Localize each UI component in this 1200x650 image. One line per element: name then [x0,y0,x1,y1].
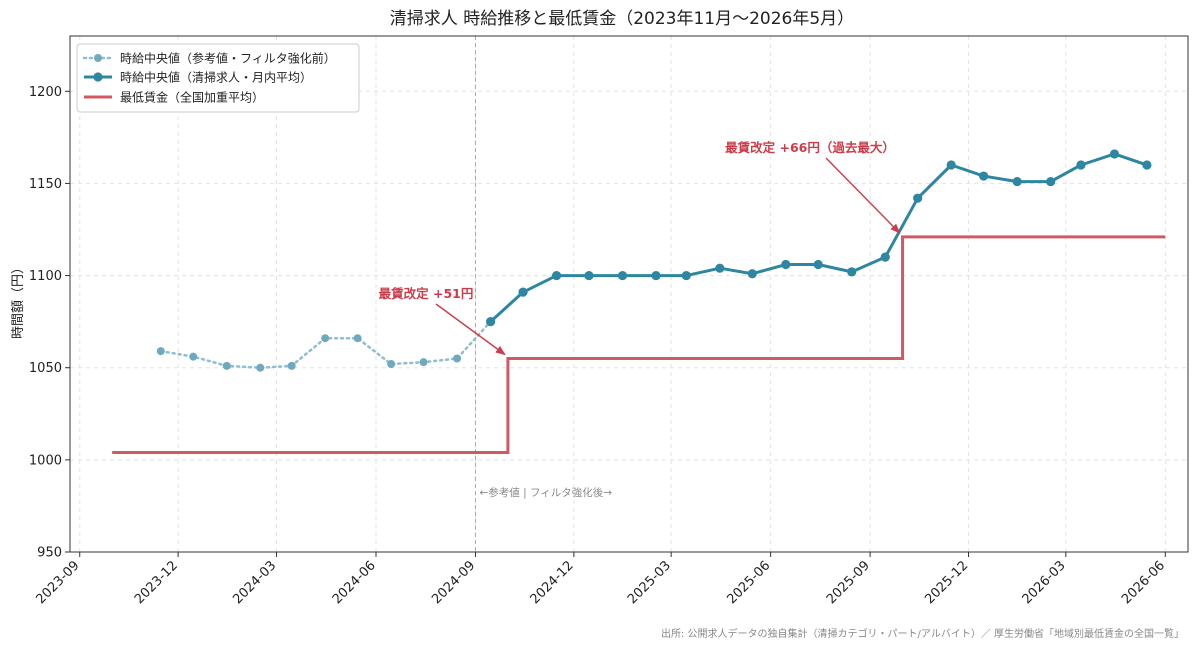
series-reference-point [189,352,198,361]
legend-entry: 時給中央値（清掃求人・月内平均） [120,70,312,85]
series-reference-point [321,334,330,343]
chart-title: 清掃求人 時給推移と最低賃金（2023年11月〜2026年5月） [390,9,854,29]
series-main-point [747,269,757,279]
y-axis-label: 時間額（円） [11,261,26,339]
series-main-point [781,259,791,270]
x-tick-label: 2023-09 [34,558,83,607]
x-tick-label: 2024-03 [230,558,279,607]
series-main-point [681,270,691,281]
y-tick-label: 1000 [29,453,62,468]
y-tick-label: 1150 [29,177,62,192]
series-main-point [518,287,528,297]
series-reference-point [287,361,296,370]
series-main-point [1109,149,1120,159]
axes: 950 1000 1050 1100 1150 1200 2023-09 2023-12 202… [29,35,1189,607]
y-tick-label: 1100 [29,269,62,284]
series-main-point [617,270,628,281]
legend: 時給中央値（参考値・フィルタ強化前） 時給中央値（清掃求人・月内平均） 最低賃金（全… [76,43,360,113]
legend-box [76,43,360,113]
series-main-point [813,259,823,270]
annotations: 最賃改定 +51円 最賃改定 +66円（過去最大） [379,140,901,356]
x-tick-label: 2025-09 [824,558,873,607]
x-tick-label: 2025-06 [724,558,773,607]
legend-entry: 最低賃金（全国加重平均） [120,90,264,105]
y-tick-label: 1050 [29,361,62,376]
series-reference-point [156,347,165,356]
reference-line: ←参考値 | フィルタ強化後→ [474,36,612,552]
series-main-point [651,270,661,281]
x-tick-label: 2026-03 [1020,558,1069,607]
series-main-point [913,193,923,203]
x-tick-label: 2025-03 [625,558,674,607]
legend-marker-main [93,72,103,82]
series-main-point [715,263,725,273]
series-main-point [1046,176,1056,187]
series-reference-line [159,320,492,369]
series-main-point [979,171,989,181]
annotation-min-wage-2025-arrow [825,157,901,234]
x-tick-label: 2025-12 [922,558,971,607]
series-main-point [486,317,496,327]
legend-marker-reference [94,54,102,62]
series-main-point [551,270,562,281]
x-tick-label: 2023-12 [132,558,181,607]
x-tick-label: 2026-06 [1119,558,1168,607]
x-tick-label: 2024-12 [528,558,577,607]
legend-entry: 時給中央値（参考値・フィルタ強化前） [120,51,336,66]
series-min-wage-line [112,235,1166,454]
y-tick-label: 950 [37,546,62,561]
series-reference-point [222,361,231,370]
series-reference-point [387,360,396,369]
series-main-point [847,267,857,277]
series-reference-point [419,358,428,367]
series-main-point [584,270,594,281]
series-main-point [1142,160,1152,170]
series-reference-point [353,334,362,343]
series-layer [112,149,1166,454]
plot-frame [69,35,1189,553]
series-main-point [880,252,890,262]
x-tick-label: 2024-06 [330,558,379,607]
series-main-point [946,160,956,170]
series-main-point [1012,176,1022,187]
y-tick-label: 1200 [29,85,62,100]
annotation-min-wage-2025-label: 最賃改定 +66円（過去最大） [725,140,895,155]
annotation-min-wage-2024-label: 最賃改定 +51円 [379,286,474,301]
grid [70,36,1188,553]
source-note: 出所: 公開求人データの独自集計（清掃カテゴリ・パート/アルバイト）／ 厚生労働… [661,627,1184,640]
filter-change-note: ←参考値 | フィルタ強化後→ [479,486,612,499]
series-reference-point [453,354,462,363]
annotation-min-wage-2024-arrow [435,303,506,356]
series-reference-point [256,363,265,372]
x-tick-label: 2024-09 [429,558,478,607]
series-main-point [1076,160,1086,170]
